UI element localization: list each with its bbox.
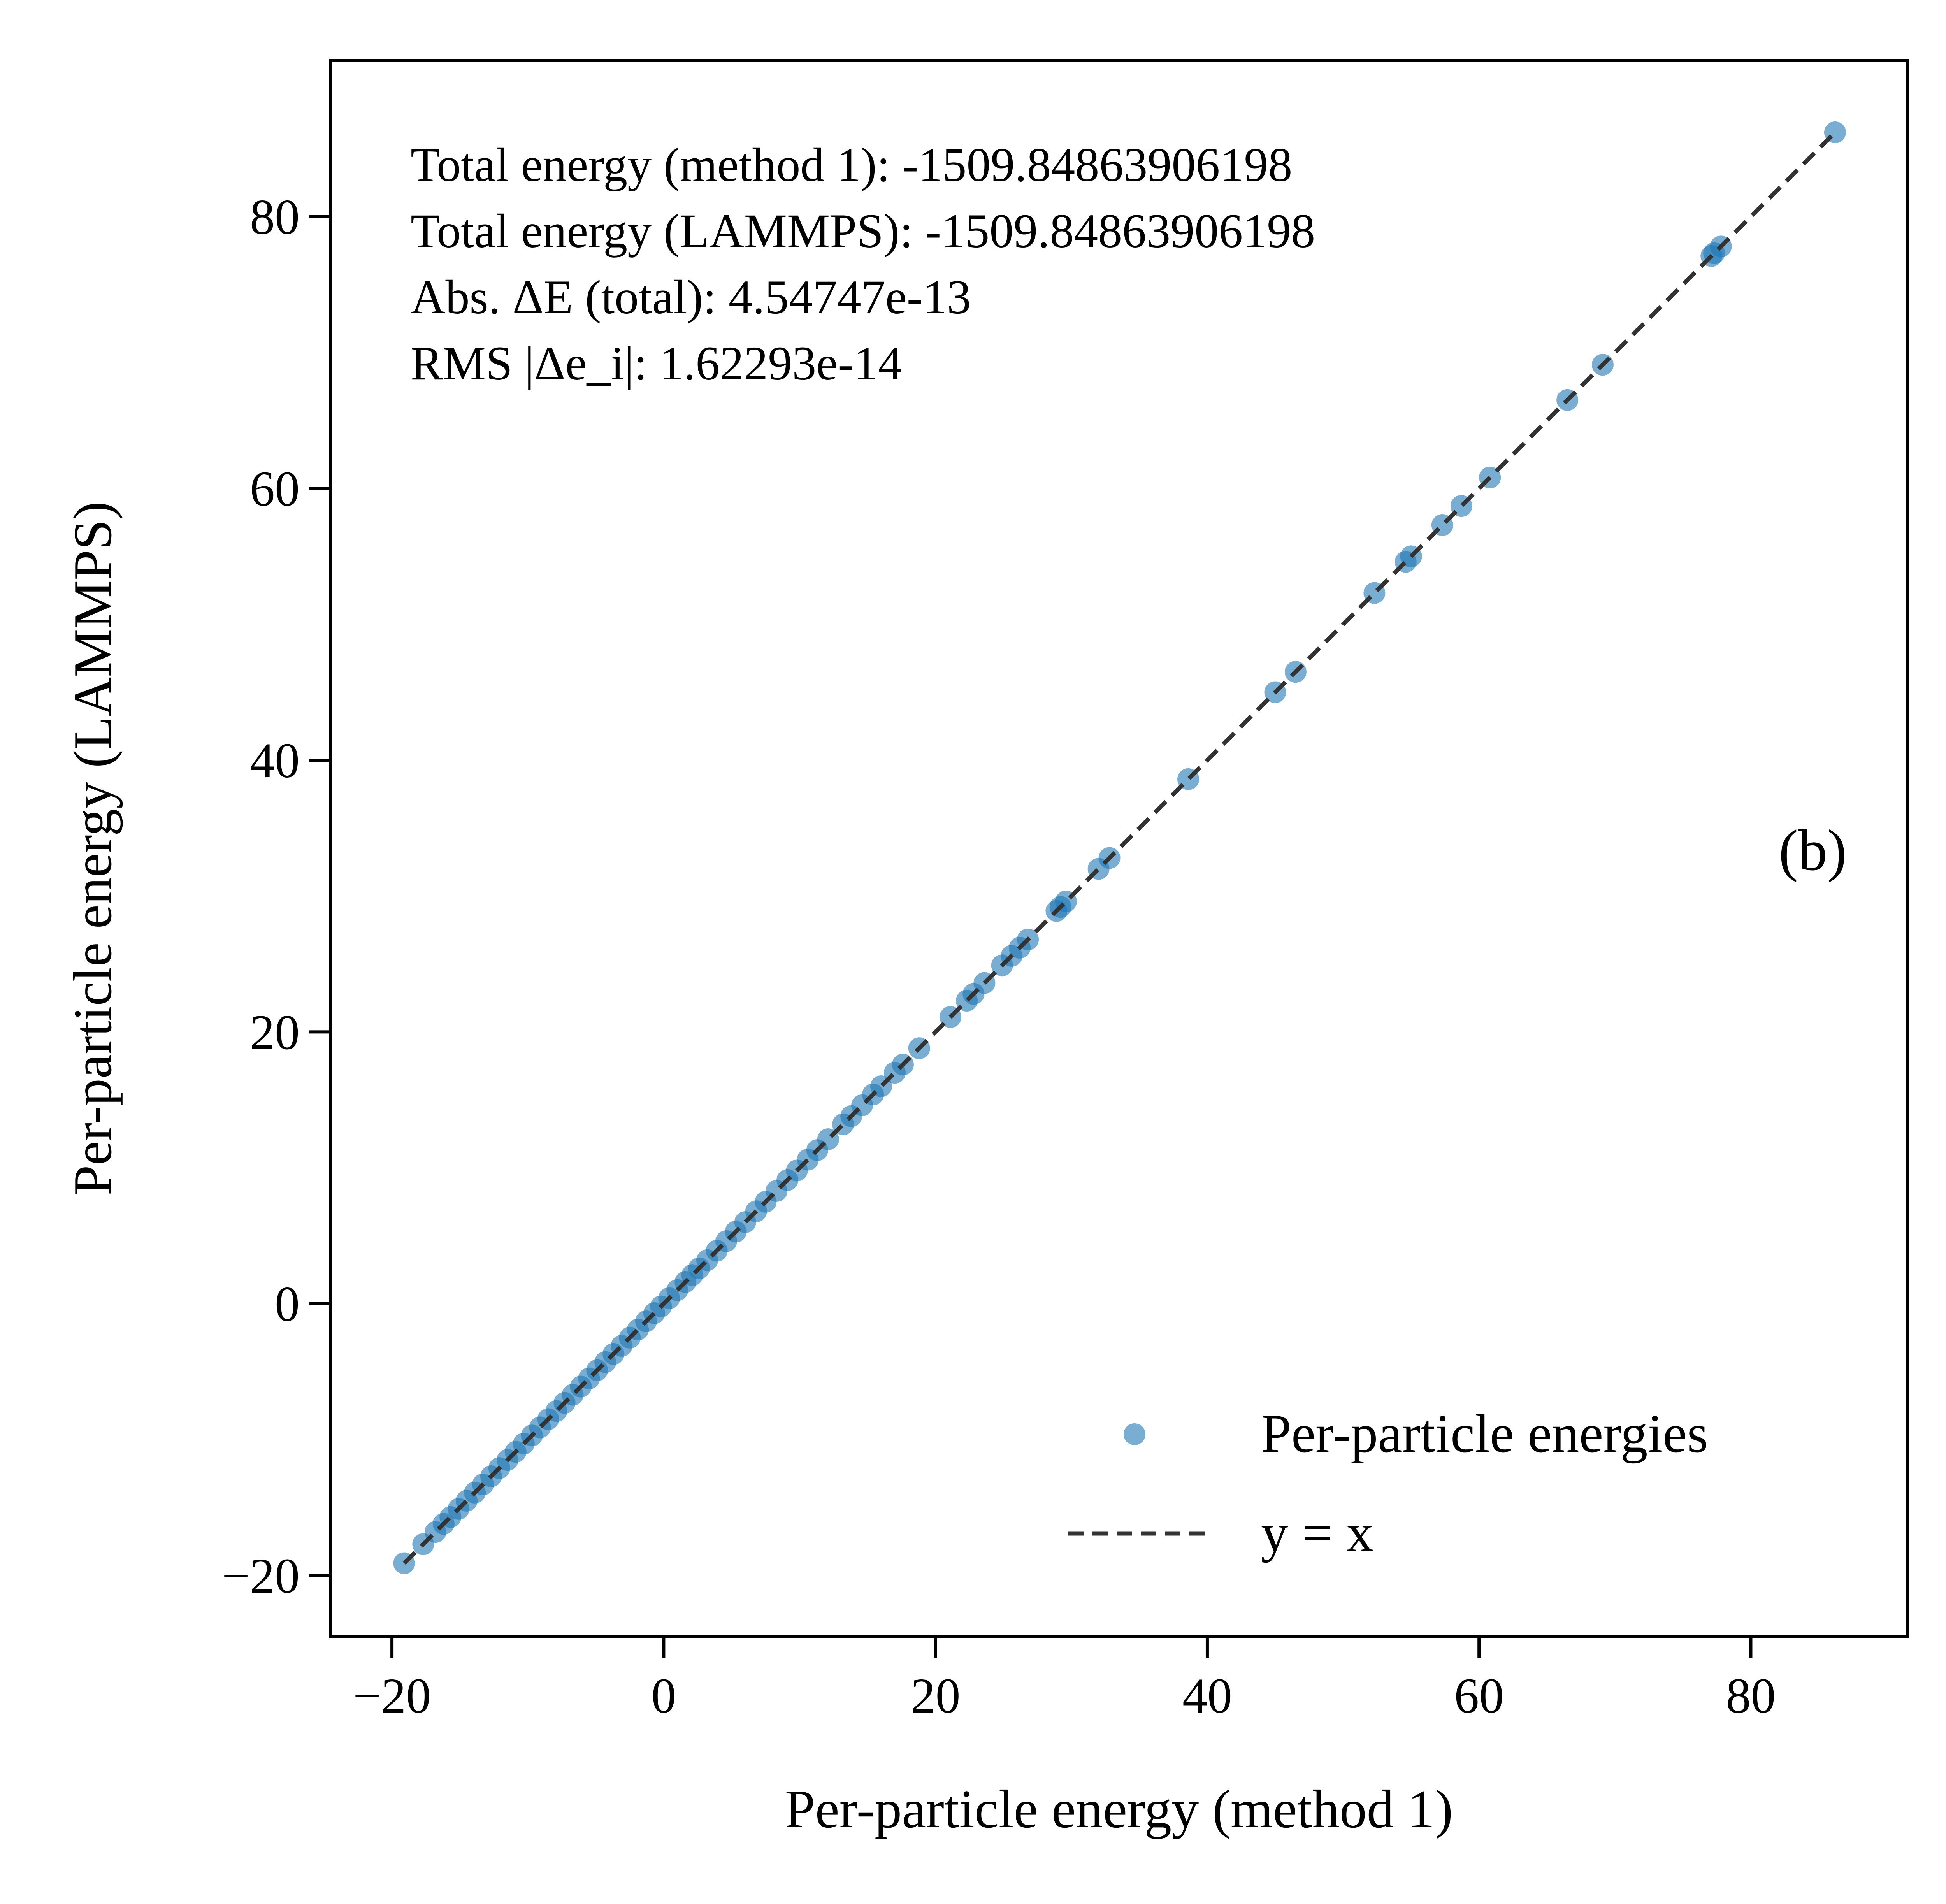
x-tick-label: 20 [911,1668,961,1723]
y-tick-label: 60 [250,461,300,516]
x-axis: −20 0 20 40 60 80 [353,1637,1776,1723]
annotation-line-1: Total energy (method 1): -1509.848639061… [411,138,1292,191]
energy-annotations: Total energy (method 1): -1509.848639061… [411,138,1315,390]
y-axis: −20 0 20 40 60 80 [222,190,331,1604]
y-tick-label: −20 [222,1548,300,1604]
legend: Per-particle energies y = x [1068,1403,1708,1563]
y-tick-label: 40 [250,733,300,788]
legend-label-line: y = x [1261,1503,1373,1563]
legend-marker-scatter [1124,1423,1145,1445]
x-tick-label: 0 [651,1668,676,1723]
x-tick-label: 80 [1726,1668,1776,1723]
annotation-line-4: RMS |Δe_i|: 1.62293e-14 [411,337,902,390]
y-tick-label: 0 [275,1277,300,1332]
legend-label-scatter: Per-particle energies [1261,1403,1708,1464]
y-axis-title: Per-particle energy (LAMMPS) [63,501,123,1195]
annotation-line-2: Total energy (LAMMPS): -1509.84863906198 [411,204,1315,258]
y-tick-label: 80 [250,190,300,245]
x-tick-label: −20 [353,1668,431,1723]
plot-frame [329,59,1909,1638]
x-axis-title: Per-particle energy (method 1) [785,1779,1453,1839]
y-tick-label: 20 [250,1005,300,1060]
annotation-line-3: Abs. ΔE (total): 4.54747e-13 [411,270,971,324]
panel-label: (b) [1779,818,1847,883]
x-tick-label: 40 [1182,1668,1232,1723]
x-tick-label: 60 [1454,1668,1504,1723]
